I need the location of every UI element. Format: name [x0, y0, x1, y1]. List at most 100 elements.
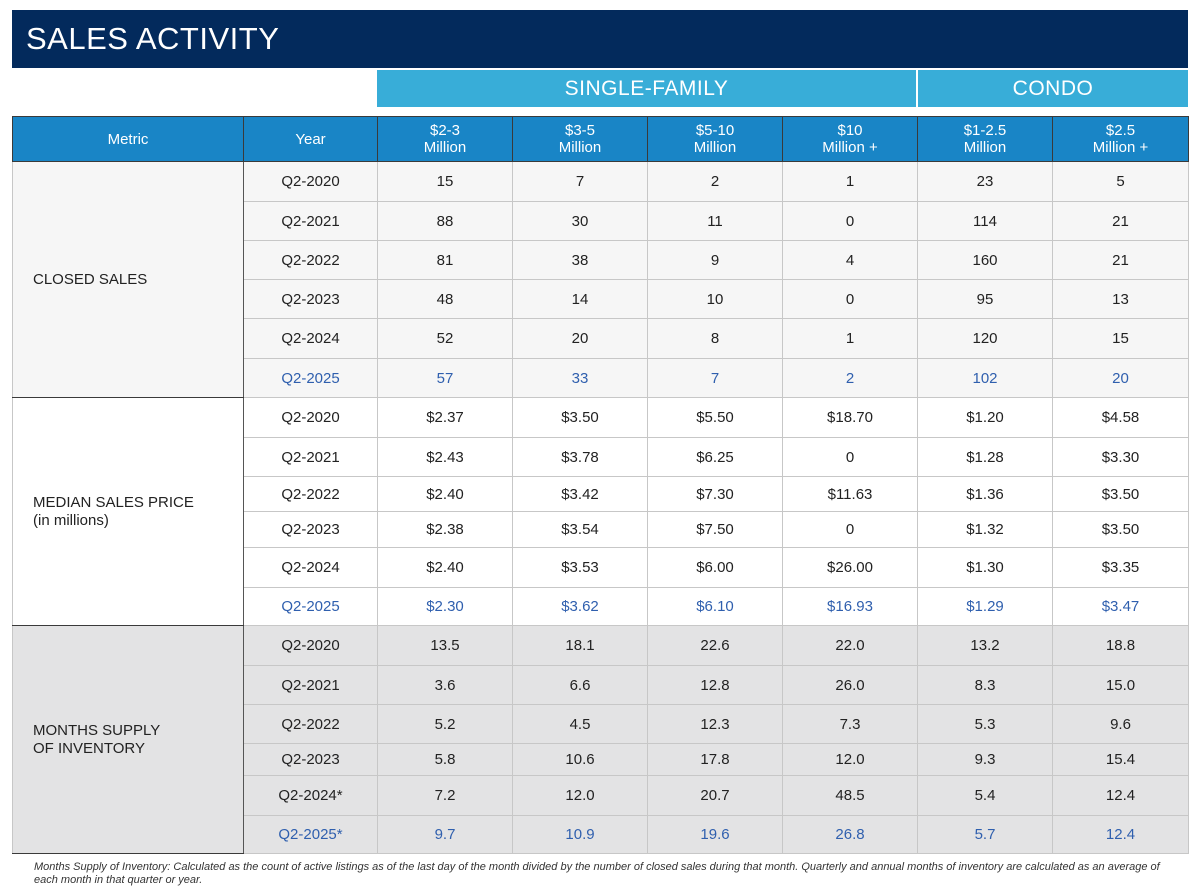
table-row: Q2-2022 5.2 4.5 12.3 7.3 5.3 9.6: [13, 704, 1189, 744]
table-row: Q2-2025* 9.7 10.9 19.6 26.8 5.7 12.4: [13, 815, 1189, 854]
value-cell: $1.20: [917, 397, 1053, 438]
year-cell: Q2-2023: [243, 279, 378, 319]
value-cell: 7: [512, 161, 648, 202]
year-cell: Q2-2021: [243, 665, 378, 705]
header-metric: Metric: [12, 116, 244, 162]
value-cell: 13.2: [917, 625, 1053, 666]
value-cell: 8: [647, 318, 783, 359]
table-row: MEDIAN SALES PRICE (in millions) Q2-2020 $2…: [12, 397, 1189, 626]
value-cell: 114: [917, 201, 1053, 241]
table-row: Q2-2024 52 20 8 1 120 15: [13, 318, 1189, 359]
value-cell: 9.7: [377, 815, 513, 854]
table-row: Q2-2021 3.6 6.6 12.8 26.0 8.3 15.0: [13, 665, 1189, 705]
metric-label: MEDIAN SALES PRICE (in millions): [12, 397, 244, 626]
value-cell: 2: [782, 358, 918, 398]
value-cell: 30: [512, 201, 648, 241]
value-cell: 22.6: [647, 625, 783, 666]
value-cell: 0: [782, 201, 918, 241]
value-cell: 9.3: [917, 743, 1053, 776]
value-cell: 20.7: [647, 775, 783, 816]
value-cell: $7.50: [647, 511, 783, 548]
value-cell: $3.35: [1052, 547, 1189, 588]
year-cell: Q2-2023: [243, 743, 378, 776]
value-cell: 26.8: [782, 815, 918, 854]
value-cell: 11: [647, 201, 783, 241]
value-cell: $7.30: [647, 476, 783, 512]
header-row: Metric Year $2-3 Million $3-5 Million $5-1…: [12, 116, 1189, 162]
value-cell: 17.8: [647, 743, 783, 776]
footnote: Months Supply of Inventory: Calculated a…: [34, 861, 1160, 886]
value-cell: $26.00: [782, 547, 918, 588]
value-cell: 102: [917, 358, 1053, 398]
value-cell: 19.6: [647, 815, 783, 854]
value-cell: 10.9: [512, 815, 648, 854]
value-cell: $3.50: [512, 397, 648, 438]
table-row: Q2-2021 88 30 11 0 114 21: [13, 201, 1189, 241]
value-cell: 33: [512, 358, 648, 398]
value-cell: 88: [377, 201, 513, 241]
value-cell: 18.8: [1052, 625, 1189, 666]
value-cell: $1.32: [917, 511, 1053, 548]
value-cell: 95: [917, 279, 1053, 319]
year-cell: Q2-2025*: [243, 815, 378, 854]
section-median-sales-price: MEDIAN SALES PRICE (in millions) Q2-2020 $2…: [12, 397, 1189, 626]
value-cell: 38: [512, 240, 648, 280]
year-cell: Q2-2021: [243, 201, 378, 241]
value-cell: 13.5: [377, 625, 513, 666]
value-cell: $4.58: [1052, 397, 1189, 438]
value-cell: 52: [377, 318, 513, 359]
value-cell: 5.8: [377, 743, 513, 776]
metric-label: CLOSED SALES: [12, 161, 244, 398]
value-cell: $5.50: [647, 397, 783, 438]
value-cell: 3.6: [377, 665, 513, 705]
value-cell: 10: [647, 279, 783, 319]
value-cell: 4.5: [512, 704, 648, 744]
value-cell: $3.78: [512, 437, 648, 477]
table-row: Q2-2024 $2.40 $3.53 $6.00 $26.00 $1.30 $3.35: [13, 547, 1189, 588]
value-cell: 10.6: [512, 743, 648, 776]
value-cell: $3.30: [1052, 437, 1189, 477]
value-cell: 12.4: [1052, 775, 1189, 816]
value-cell: 4: [782, 240, 918, 280]
value-cell: 26.0: [782, 665, 918, 705]
table-row: Q2-2023 $2.38 $3.54 $7.50 0 $1.32 $3.50: [13, 511, 1189, 548]
value-cell: 20: [512, 318, 648, 359]
year-cell: Q2-2025: [243, 587, 378, 626]
value-cell: 15.0: [1052, 665, 1189, 705]
value-cell: 6.6: [512, 665, 648, 705]
header-col: $1-2.5 Million: [917, 116, 1053, 162]
value-cell: $18.70: [782, 397, 918, 438]
value-cell: 22.0: [782, 625, 918, 666]
value-cell: $2.43: [377, 437, 513, 477]
value-cell: $2.40: [377, 547, 513, 588]
value-cell: 48.5: [782, 775, 918, 816]
year-cell: Q2-2020: [243, 625, 378, 666]
year-cell: Q2-2022: [243, 240, 378, 280]
table-row: CLOSED SALES Q2-2020 15 7 2 1 23 5: [12, 161, 1189, 398]
value-cell: 5.3: [917, 704, 1053, 744]
metric-label: MONTHS SUPPLY OF INVENTORY: [12, 625, 244, 854]
value-cell: 0: [782, 437, 918, 477]
value-cell: 12.0: [782, 743, 918, 776]
value-cell: 20: [1052, 358, 1189, 398]
value-cell: $2.30: [377, 587, 513, 626]
value-cell: $6.10: [647, 587, 783, 626]
table-row: Q2-2024* 7.2 12.0 20.7 48.5 5.4 12.4: [13, 775, 1189, 816]
value-cell: 81: [377, 240, 513, 280]
value-cell: $3.47: [1052, 587, 1189, 626]
value-cell: 7.3: [782, 704, 918, 744]
sales-activity-table: Metric Year $2-3 Million $3-5 Million $5-1…: [12, 116, 1189, 854]
value-cell: 160: [917, 240, 1053, 280]
value-cell: $1.28: [917, 437, 1053, 477]
table-row: Q2-2023 48 14 10 0 95 13: [13, 279, 1189, 319]
value-cell: 5.2: [377, 704, 513, 744]
value-cell: $11.63: [782, 476, 918, 512]
header-col: $3-5 Million: [512, 116, 648, 162]
value-cell: 0: [782, 511, 918, 548]
value-cell: 7: [647, 358, 783, 398]
value-cell: 21: [1052, 240, 1189, 280]
value-cell: 48: [377, 279, 513, 319]
year-cell: Q2-2024: [243, 547, 378, 588]
year-cell: Q2-2020: [243, 161, 378, 202]
year-cell: Q2-2024*: [243, 775, 378, 816]
